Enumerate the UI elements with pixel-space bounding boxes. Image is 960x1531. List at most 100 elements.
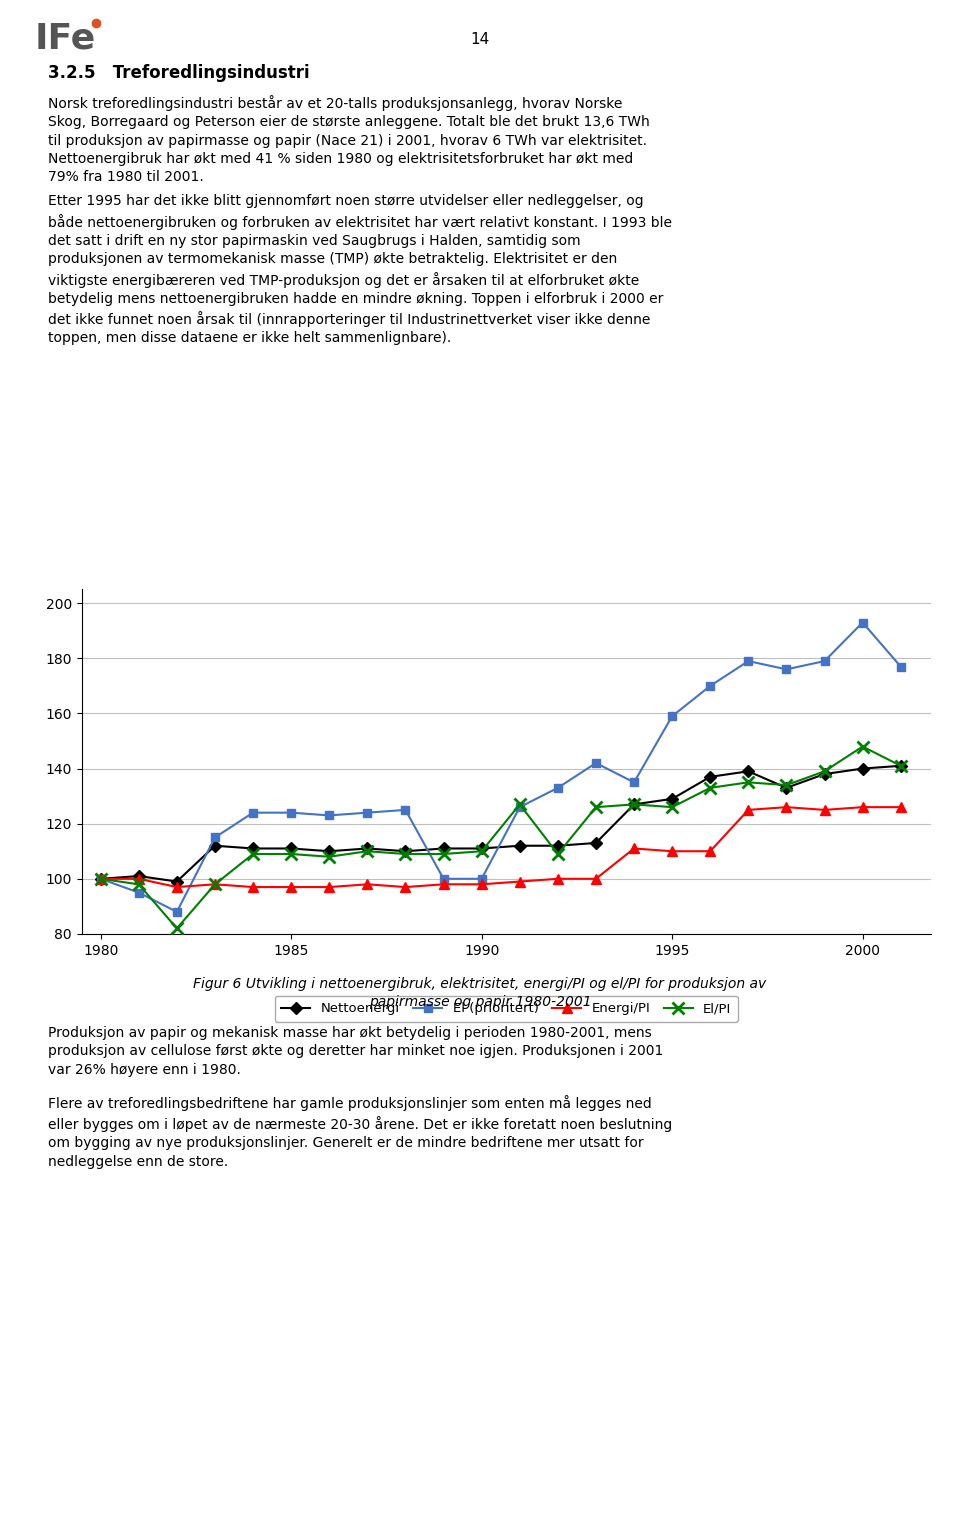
Energi/PI: [552, 870, 564, 888]
Text: 3.2.5   Treforedlingsindustri: 3.2.5 Treforedlingsindustri: [48, 64, 310, 83]
El (prioritert): [514, 798, 525, 816]
Text: Produksjon av papir og mekanisk masse har økt betydelig i perioden 1980-2001, me: Produksjon av papir og mekanisk masse ha…: [48, 1026, 663, 1076]
Energi/PI: [705, 842, 716, 860]
Nettoenergi: [362, 839, 373, 857]
Nettoenergi: [399, 842, 411, 860]
Nettoenergi: [743, 762, 755, 781]
Text: Figur 6 Utvikling i nettoenergibruk, elektrisitet, energi/PI og el/PI for produk: Figur 6 Utvikling i nettoenergibruk, ele…: [193, 977, 767, 991]
Text: Norsk treforedlingsindustri består av et 20-talls produksjonsanlegg, hvorav Nors: Norsk treforedlingsindustri består av et…: [48, 95, 650, 184]
Energi/PI: [248, 877, 259, 896]
Nettoenergi: [705, 767, 716, 785]
Energi/PI: [780, 798, 792, 816]
Energi/PI: [819, 801, 830, 819]
El (prioritert): [552, 779, 564, 798]
El/PI: [248, 845, 259, 863]
Energi/PI: [743, 801, 755, 819]
Energi/PI: [209, 876, 221, 894]
Energi/PI: [362, 876, 373, 894]
El/PI: [780, 776, 792, 795]
Text: Flere av treforedlingsbedriftene har gamle produksjonslinjer som enten må legges: Flere av treforedlingsbedriftene har gam…: [48, 1095, 672, 1168]
El/PI: [514, 795, 525, 813]
Nettoenergi: [628, 795, 639, 813]
Nettoenergi: [819, 766, 830, 784]
El (prioritert): [362, 804, 373, 822]
El/PI: [705, 779, 716, 798]
Nettoenergi: [133, 867, 145, 885]
El/PI: [324, 848, 335, 867]
Line: Energi/PI: Energi/PI: [96, 802, 905, 893]
El (prioritert): [628, 773, 639, 792]
Nettoenergi: [324, 842, 335, 860]
El (prioritert): [133, 883, 145, 902]
El/PI: [476, 842, 488, 860]
Nettoenergi: [514, 836, 525, 854]
Nettoenergi: [285, 839, 297, 857]
El/PI: [399, 845, 411, 863]
El (prioritert): [476, 870, 488, 888]
Text: 14: 14: [470, 32, 490, 47]
El (prioritert): [590, 753, 602, 772]
Line: Nettoenergi: Nettoenergi: [97, 761, 905, 886]
El (prioritert): [743, 652, 755, 671]
El/PI: [438, 845, 449, 863]
Energi/PI: [590, 870, 602, 888]
Nettoenergi: [476, 839, 488, 857]
El (prioritert): [895, 657, 906, 675]
El (prioritert): [705, 677, 716, 695]
Text: IFe: IFe: [35, 21, 96, 55]
El (prioritert): [171, 903, 182, 922]
Nettoenergi: [780, 779, 792, 798]
Energi/PI: [171, 877, 182, 896]
El/PI: [857, 738, 869, 756]
Energi/PI: [628, 839, 639, 857]
El/PI: [133, 876, 145, 894]
El (prioritert): [248, 804, 259, 822]
Energi/PI: [895, 798, 906, 816]
Energi/PI: [514, 873, 525, 891]
Nettoenergi: [438, 839, 449, 857]
El (prioritert): [209, 828, 221, 847]
El (prioritert): [399, 801, 411, 819]
El (prioritert): [285, 804, 297, 822]
Energi/PI: [399, 877, 411, 896]
El/PI: [895, 756, 906, 775]
El/PI: [171, 919, 182, 937]
Nettoenergi: [209, 836, 221, 854]
Nettoenergi: [171, 873, 182, 891]
El/PI: [590, 798, 602, 816]
Energi/PI: [476, 876, 488, 894]
Energi/PI: [133, 870, 145, 888]
Energi/PI: [324, 877, 335, 896]
El (prioritert): [324, 807, 335, 825]
El/PI: [628, 795, 639, 813]
Energi/PI: [857, 798, 869, 816]
Text: Etter 1995 har det ikke blitt gjennomført noen større utvidelser eller nedleggel: Etter 1995 har det ikke blitt gjennomfør…: [48, 194, 672, 346]
El (prioritert): [666, 707, 678, 726]
El/PI: [552, 845, 564, 863]
El (prioritert): [819, 652, 830, 671]
Line: El (prioritert): El (prioritert): [97, 619, 905, 916]
Nettoenergi: [666, 790, 678, 808]
Energi/PI: [666, 842, 678, 860]
Legend: Nettoenergi, El (prioritert), Energi/PI, El/PI: Nettoenergi, El (prioritert), Energi/PI,…: [275, 995, 738, 1021]
El (prioritert): [857, 614, 869, 632]
Nettoenergi: [590, 834, 602, 853]
Nettoenergi: [552, 836, 564, 854]
El (prioritert): [438, 870, 449, 888]
El/PI: [95, 870, 107, 888]
Nettoenergi: [95, 870, 107, 888]
El (prioritert): [780, 660, 792, 678]
El/PI: [819, 762, 830, 781]
Energi/PI: [285, 877, 297, 896]
El/PI: [362, 842, 373, 860]
Line: El/PI: El/PI: [95, 741, 906, 934]
Text: papirmasse og papir 1980-2001: papirmasse og papir 1980-2001: [369, 995, 591, 1009]
El/PI: [743, 773, 755, 792]
El/PI: [209, 876, 221, 894]
Energi/PI: [438, 876, 449, 894]
Nettoenergi: [248, 839, 259, 857]
El/PI: [285, 845, 297, 863]
El (prioritert): [95, 870, 107, 888]
Nettoenergi: [895, 756, 906, 775]
Nettoenergi: [857, 759, 869, 778]
